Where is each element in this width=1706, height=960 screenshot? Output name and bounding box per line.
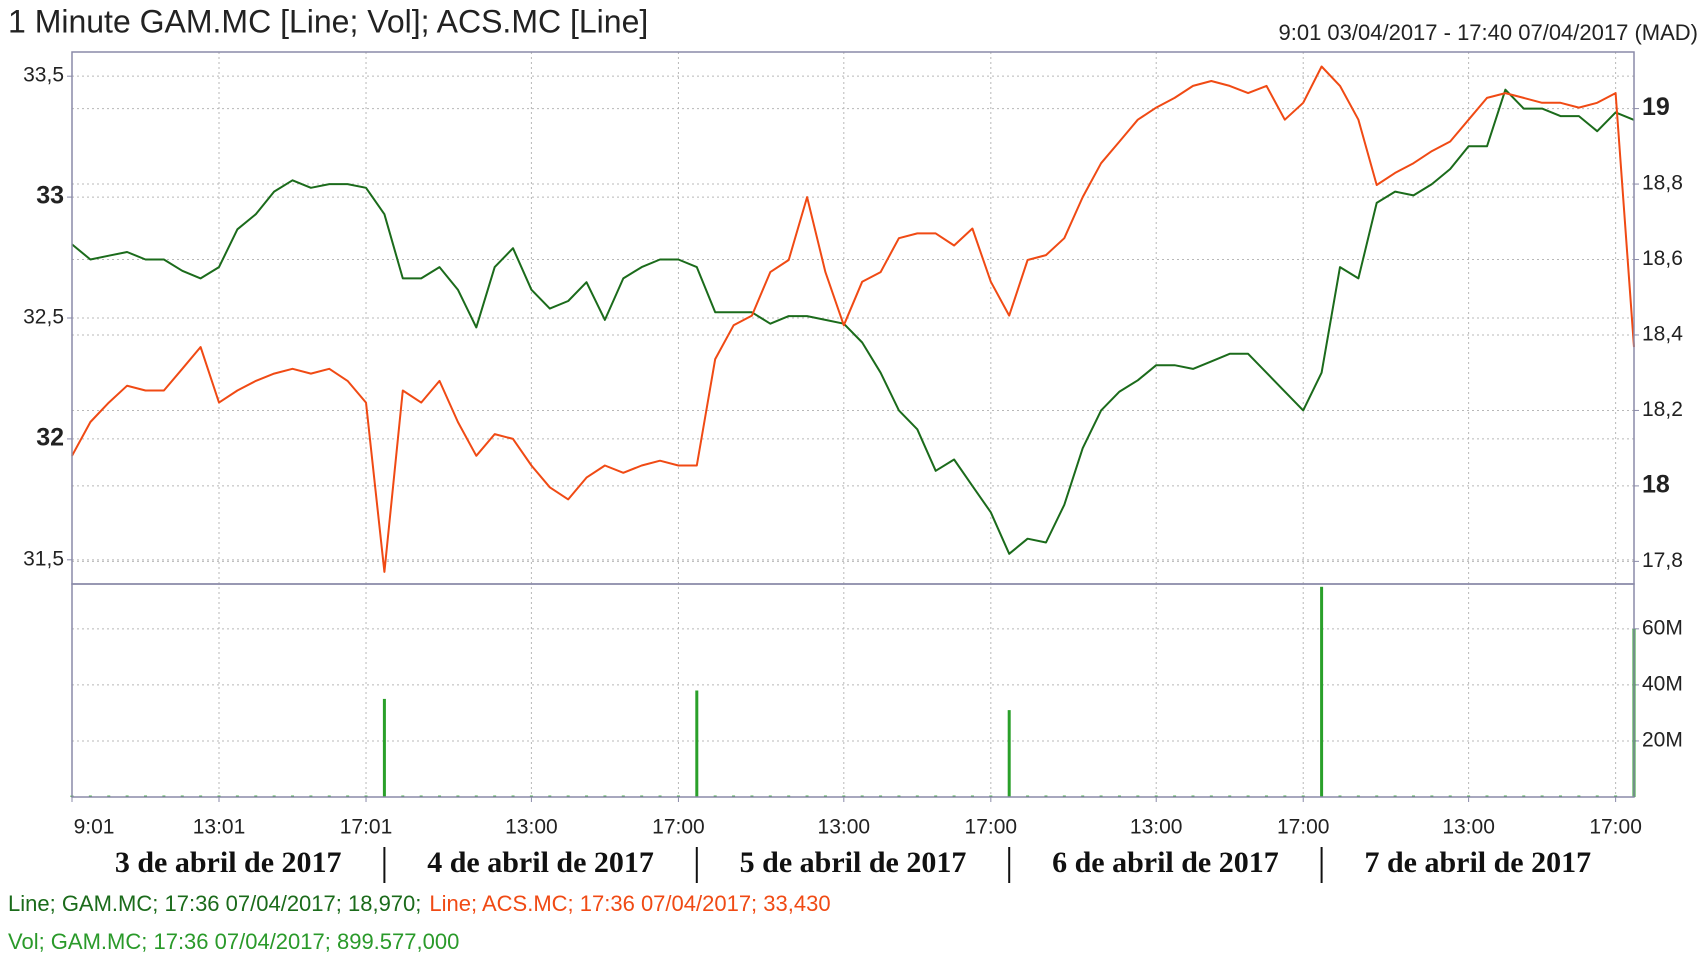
price-line <box>71 65 1635 573</box>
date-range: 9:01 03/04/2017 - 17:40 07/04/2017 (MAD) <box>1278 20 1698 45</box>
x-tick-label: 13:00 <box>818 816 871 839</box>
y2-tick-label: 19 <box>1642 93 1670 121</box>
volume-tick-label: 40M <box>1642 672 1683 695</box>
volume-bar <box>695 690 699 797</box>
chart-title: 1 Minute GAM.MC [Line; Vol]; ACS.MC [Lin… <box>8 3 648 39</box>
x-tick-label: 13:01 <box>193 816 246 839</box>
day-label: 3 de abril de 2017 <box>115 846 342 879</box>
volume-panel-frame <box>71 583 1635 798</box>
status-text: Line; ACS.MC; 17:36 07/04/2017; 33,430 <box>429 891 830 916</box>
x-tick-label: 17:01 <box>340 816 393 839</box>
x-tick-label: 17:00 <box>652 816 705 839</box>
y2-tick-label: 18,8 <box>1642 172 1683 195</box>
volume-bar <box>1007 710 1011 797</box>
status-line: Line; GAM.MC; 17:36 07/04/2017; 18,970; L… <box>8 891 831 916</box>
status-line: Vol; GAM.MC; 17:36 07/04/2017; 899.577,0… <box>8 929 459 954</box>
y-tick-label: 33,5 <box>23 64 64 87</box>
x-tick-label: 17:00 <box>1277 816 1330 839</box>
day-label: 7 de abril de 2017 <box>1364 846 1591 879</box>
day-label: 6 de abril de 2017 <box>1052 846 1279 879</box>
y-tick-label: 33 <box>36 182 64 210</box>
volume-tick-label: 20M <box>1642 728 1683 751</box>
volume-bar <box>382 698 386 797</box>
day-label: 4 de abril de 2017 <box>427 846 654 879</box>
x-tick-label: 13:00 <box>505 816 558 839</box>
y2-tick-label: 18,2 <box>1642 398 1683 421</box>
day-label: 5 de abril de 2017 <box>740 846 967 879</box>
status-text: Line; GAM.MC; 17:36 07/04/2017; 18,970; <box>8 891 421 916</box>
volume-tick-label: 60M <box>1642 616 1683 639</box>
y-tick-label: 32,5 <box>23 306 64 329</box>
y2-tick-label: 18,4 <box>1642 323 1683 346</box>
x-tick-label: 9:01 <box>74 816 115 839</box>
x-tick-label: 13:00 <box>1442 816 1495 839</box>
volume-bar <box>1320 586 1324 797</box>
y2-tick-label: 18 <box>1642 471 1670 499</box>
y-tick-label: 32 <box>36 424 64 452</box>
x-tick-label: 13:00 <box>1130 816 1183 839</box>
price-line <box>71 88 1635 555</box>
y2-tick-label: 18,6 <box>1642 247 1683 270</box>
x-tick-label: 17:00 <box>1589 816 1642 839</box>
y-tick-label: 31,5 <box>23 547 64 570</box>
status-text: Vol; GAM.MC; 17:36 07/04/2017; 899.577,0… <box>8 929 459 954</box>
y2-tick-label: 17,8 <box>1642 549 1683 572</box>
x-tick-label: 17:00 <box>965 816 1018 839</box>
